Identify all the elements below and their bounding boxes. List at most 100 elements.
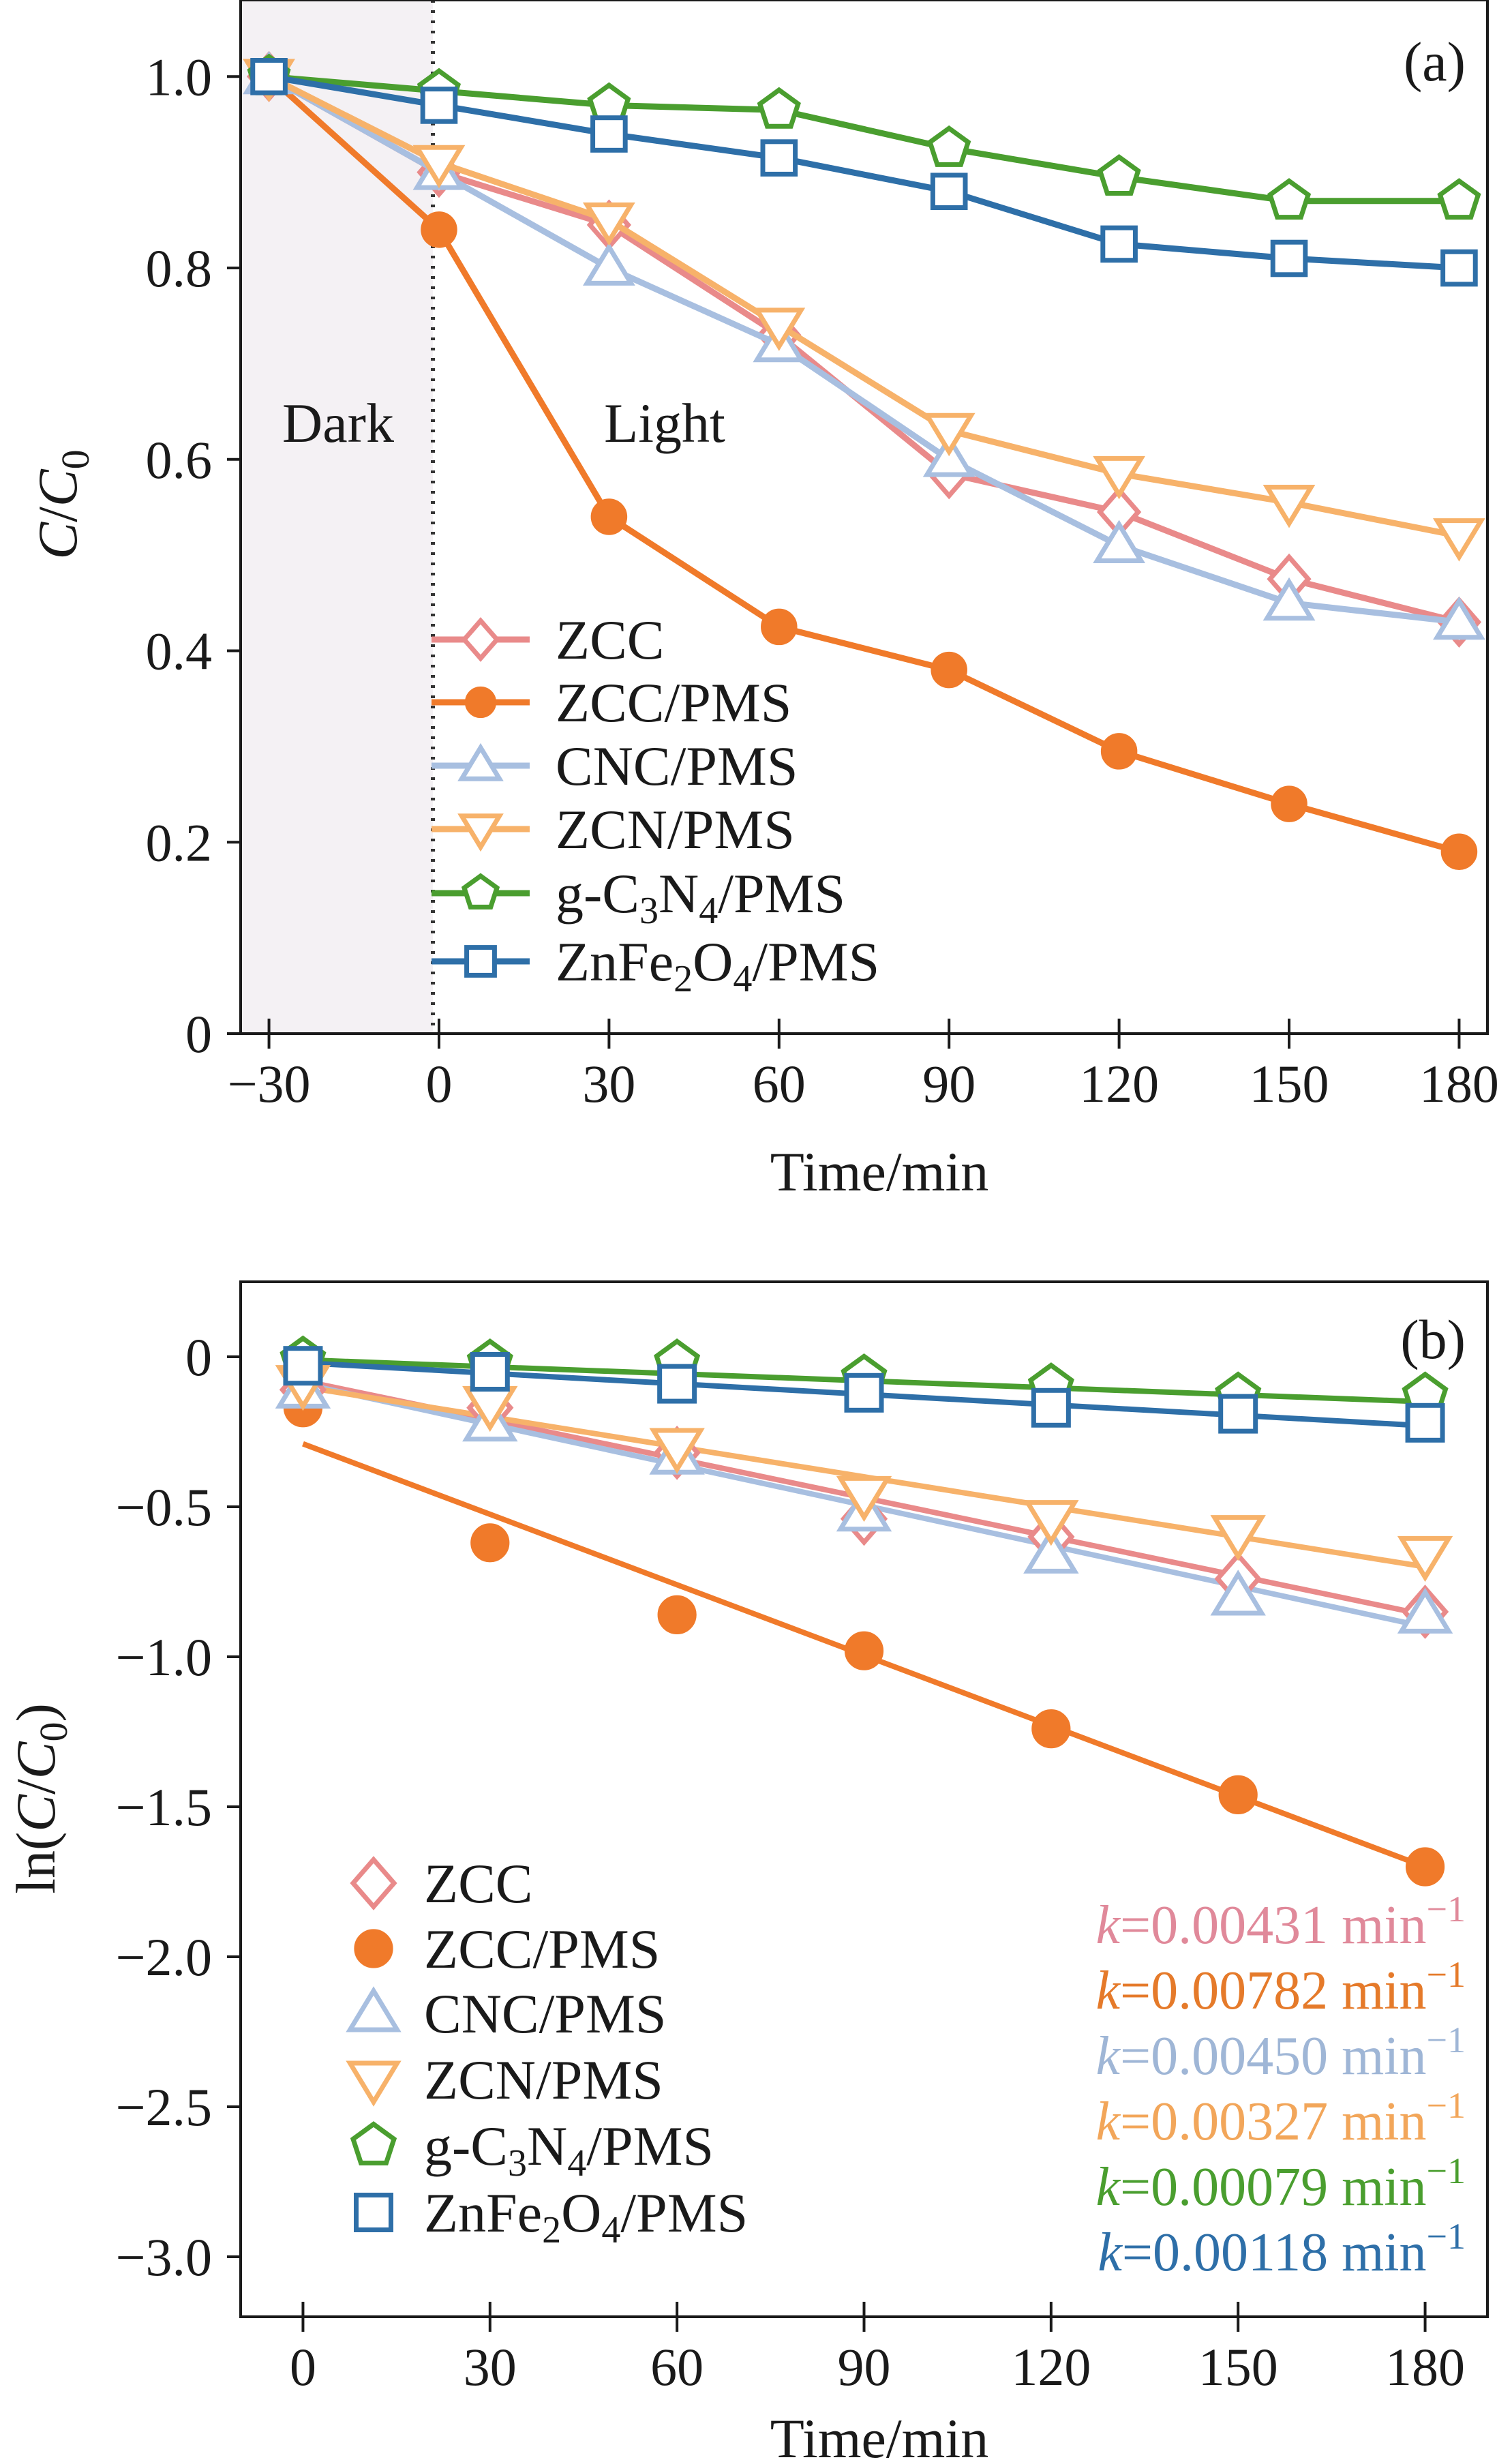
x-tick-label-b: 150 xyxy=(1198,2337,1278,2397)
legend-marker-znfe2o4-pms xyxy=(432,945,530,978)
data-point-zcc-pms xyxy=(1440,833,1478,871)
y-tick-label-b: −2.5 xyxy=(116,2077,213,2137)
data-point-zcc-pms xyxy=(931,651,967,689)
data-point-zcn-pms xyxy=(836,1475,892,1522)
data-point-g-c3n4-pms xyxy=(1097,153,1141,196)
data-point-zcc-pms xyxy=(1271,785,1307,822)
legend-b-item-zcn-pms: ZCN/PMS xyxy=(346,2049,663,2111)
legend-b-item-zcc-pms: ZCC/PMS xyxy=(354,1918,660,1980)
data-point-cnc-pms xyxy=(582,242,635,286)
y-tick-label-a: 1.0 xyxy=(146,47,213,106)
legend-b-marker-znfe2o4-pms xyxy=(354,2193,393,2232)
data-point-zcn-pms xyxy=(649,1428,705,1474)
legend-label-gc3n4-pms: g-C3N4/PMS xyxy=(556,862,845,932)
legend-b-item-zcc: ZCC xyxy=(350,1852,532,1915)
legend-b-label-zcc-pms: ZCC/PMS xyxy=(424,1918,660,1980)
data-point-cnc-pms xyxy=(1093,520,1146,564)
data-point-znfe2o4-pms xyxy=(283,1346,323,1386)
data-point-zcc-pms xyxy=(844,1631,884,1670)
y-tick-label-a: 0.2 xyxy=(146,813,213,872)
x-axis-title-a: Time/min xyxy=(770,1141,989,1203)
k-label-zcc: k=0.00431 min−1 xyxy=(1095,1889,1466,1955)
data-point-zcc-pms xyxy=(1100,733,1138,770)
x-axis-title-b: Time/min xyxy=(770,2407,989,2462)
data-point-cnc-pms xyxy=(922,434,976,477)
k-label-znfe2o4-pms: k=0.00118 min−1 xyxy=(1098,2216,1466,2283)
data-point-znfe2o4-pms xyxy=(1270,239,1308,277)
data-point-cnc-pms xyxy=(1023,1527,1079,1574)
plot-frame-a xyxy=(239,0,1489,1035)
data-point-znfe2o4-pms xyxy=(1218,1394,1258,1434)
panel-label-a: (a) xyxy=(1404,31,1466,93)
x-tick-label-a: 150 xyxy=(1250,1054,1329,1113)
legend-b-item-znfe2o4-pms: ZnFe2O4/PMS xyxy=(354,2182,748,2251)
series-line-g-c3n4-pms xyxy=(269,73,1460,205)
k-label-zcc-pms: k=0.00782 min−1 xyxy=(1095,1954,1466,2021)
y-tick-label-b: −1.0 xyxy=(116,1627,213,1687)
legend-label-zcc-pms: ZCC/PMS xyxy=(556,672,791,734)
rate-constant-labels: k=0.00431 min−1 k=0.00782 min−1 k=0.0045… xyxy=(1095,1889,1466,2283)
k-label-zcn-pms: k=0.00327 min−1 xyxy=(1095,2085,1466,2152)
x-tick-label-a: 180 xyxy=(1419,1054,1499,1113)
data-point-zcn-pms xyxy=(1262,485,1316,528)
dark-region-shading xyxy=(241,0,433,1034)
legend-label-zcc: ZCC xyxy=(556,609,664,671)
data-point-zcn-pms xyxy=(1433,518,1485,562)
legend-b-label-cnc-pms: CNC/PMS xyxy=(424,1983,667,2045)
legend-symbol-znfe2o4-pms xyxy=(354,2193,393,2232)
x-tick-label-a: 60 xyxy=(753,1054,806,1113)
data-point-zcn-pms xyxy=(1093,455,1146,500)
y-axis-title-a: C/C0 xyxy=(27,449,97,559)
legend-symbol-zcn-pms xyxy=(346,2060,402,2107)
legend-item-zcc-pms: ZCC/PMS xyxy=(432,672,791,734)
y-tick-label-b: −3.0 xyxy=(116,2227,213,2287)
k-label-gc3n4-pms: k=0.00079 min−1 xyxy=(1095,2150,1466,2217)
data-point-g-c3n4-pms xyxy=(927,125,971,167)
x-tick-label-b: 60 xyxy=(650,2337,704,2397)
data-point-zcc-pms xyxy=(470,1523,510,1563)
y-tick-label-a: 0.4 xyxy=(146,622,213,681)
legend-marker-zcn-pms xyxy=(432,813,530,852)
x-tick-label-b: 30 xyxy=(464,2337,517,2397)
x-tick-label-b: 0 xyxy=(290,2337,316,2397)
series-line-cnc-pms xyxy=(267,74,1460,625)
legend-symbol-znfe2o4-pms xyxy=(464,945,497,978)
legend-b-label-zcc: ZCC xyxy=(424,1852,532,1915)
data-point-zcc-pms xyxy=(421,211,457,248)
data-point-zcn-pms xyxy=(412,145,466,189)
x-tick-label-a: 90 xyxy=(922,1054,976,1113)
data-point-g-c3n4-pms xyxy=(1437,178,1481,220)
panel-b: 0 30 60 90 120 150 180 0 −0.5 −1.0 −1.5 −2.0 −2.5 −3.… xyxy=(5,1280,1489,2462)
data-point-znfe2o4-pms xyxy=(760,139,798,177)
data-point-cnc-pms xyxy=(1433,596,1485,640)
legend-symbol-cnc-pms xyxy=(457,742,504,781)
legend-b-label-zcn-pms: ZCN/PMS xyxy=(424,2049,663,2111)
data-point-znfe2o4-pms xyxy=(420,87,458,124)
data-point-zcc-pms xyxy=(1031,1709,1071,1749)
region-label-light: Light xyxy=(604,392,725,454)
data-point-znfe2o4-pms xyxy=(470,1352,510,1392)
legend-b-item-gc3n4-pms: g-C3N4/PMS xyxy=(350,2115,714,2185)
legend-marker-gc3n4-pms xyxy=(432,873,530,910)
y-tick-label-b: −0.5 xyxy=(116,1477,213,1537)
legend-b-marker-cnc-pms xyxy=(346,1986,402,2032)
x-tick-label-a: 120 xyxy=(1079,1054,1159,1113)
legend-item-zcc: ZCC xyxy=(432,609,664,671)
x-tick-label-a: −30 xyxy=(228,1054,311,1113)
data-point-zcc-pms xyxy=(761,608,798,646)
y-tick-label-a: 0.8 xyxy=(146,239,213,298)
legend-symbol-zcc-pms xyxy=(354,1929,393,1968)
legend-symbol-g-c3n4-pms xyxy=(350,2121,397,2165)
legend-b-marker-zcc-pms xyxy=(354,1929,393,1968)
legend-item-zcn-pms: ZCN/PMS xyxy=(432,798,795,860)
legend-label-zcn-pms: ZCN/PMS xyxy=(556,798,795,860)
legend-marker-zcc xyxy=(432,617,530,662)
data-point-zcn-pms xyxy=(582,202,635,246)
legend-symbol-zcc-pms xyxy=(464,686,497,719)
axis-ticks-a: −30 0 30 60 90 120 150 180 0 0.2 0.4 0.6 0.8 1.0 xyxy=(146,47,1499,1113)
data-point-zcn-pms xyxy=(1023,1500,1079,1546)
data-point-znfe2o4-pms xyxy=(1440,249,1478,287)
x-tick-label-a: 0 xyxy=(425,1054,452,1113)
data-point-znfe2o4-pms xyxy=(930,172,968,211)
